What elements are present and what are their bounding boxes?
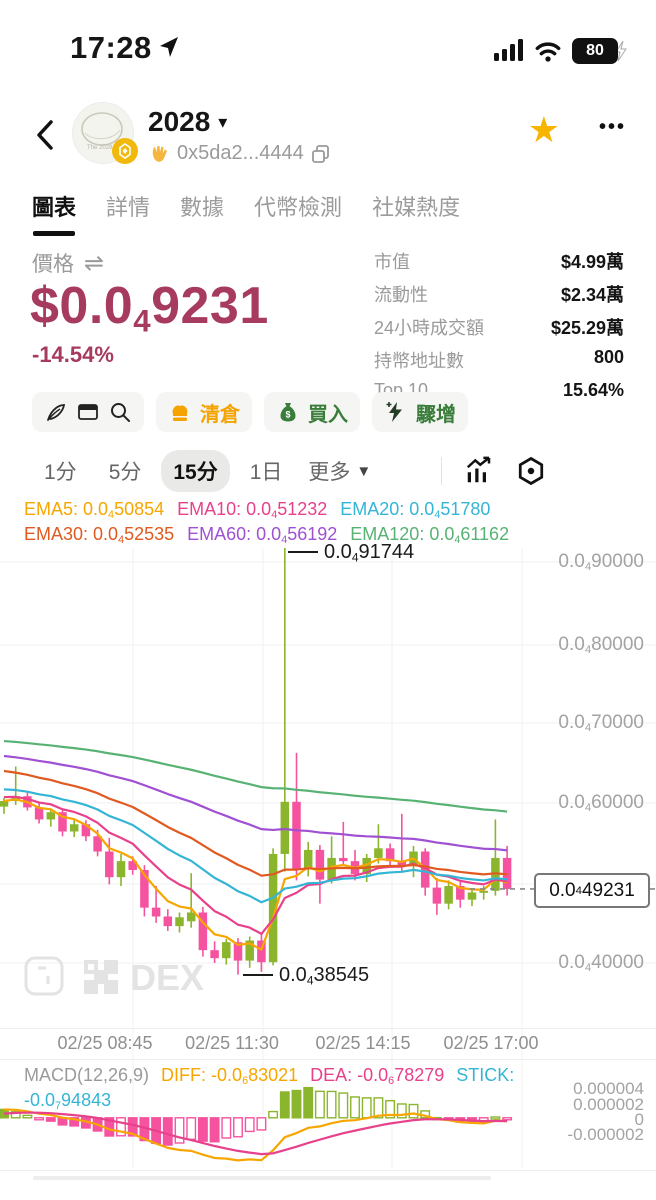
tf-1m[interactable]: 1分 (44, 461, 77, 484)
location-icon (160, 37, 178, 57)
battery-level: 80 (586, 42, 604, 59)
ema-legend-item: EMA120: 0.0461162 (350, 524, 510, 547)
lightning-icon (386, 402, 402, 422)
stat-holders: 持幣地址數 800 (374, 347, 624, 371)
settings-hexagon-icon[interactable] (516, 456, 546, 486)
cellular-signal-icon (494, 39, 523, 61)
ema-legend-item: EMA30: 0.0452535 (24, 524, 175, 547)
ema-legend-item: EMA20: 0.0451780 (340, 499, 491, 522)
clear-position-button[interactable]: 清倉 (156, 392, 252, 432)
chain-badge-icon (112, 138, 138, 164)
surge-button[interactable]: 驟增 (372, 392, 468, 432)
ema-legend-item: EMA10: 0.0451232 (177, 499, 328, 522)
wifi-icon (535, 42, 561, 62)
tools-pill (32, 392, 144, 432)
tab-bar: 圖表 詳情 數據 代幣檢測 社媒熱度 (32, 190, 460, 236)
tf-15m[interactable]: 15分 (161, 450, 230, 492)
ema-legend-item: EMA60: 0.0456192 (187, 524, 338, 547)
tab-token-check[interactable]: 代幣檢測 (254, 195, 343, 220)
caret-down-icon: ▼ (356, 462, 372, 480)
tab-data[interactable]: 數據 (180, 195, 225, 220)
token-name: 2028 (148, 106, 211, 137)
scroll-indicator[interactable] (33, 1176, 491, 1180)
tf-5m[interactable]: 5分 (108, 461, 142, 484)
surge-label: 驟增 (416, 403, 456, 426)
token-title-dropdown[interactable]: 2028 ▾ (148, 106, 227, 138)
divider (441, 457, 443, 485)
chart-type-icon[interactable] (464, 456, 494, 486)
svg-text:$: $ (285, 410, 290, 420)
status-time: 17:28 (70, 30, 152, 65)
battery-icon: 80 (572, 38, 628, 64)
chef-hat-icon (172, 405, 188, 421)
feather-icon[interactable] (44, 400, 68, 424)
divider (0, 1170, 656, 1171)
stats-panel: 市值 $4.99萬 流動性 $2.34萬 24小時成交額 $25.29萬 持幣地址數 8… (374, 248, 624, 401)
swap-icon[interactable]: ⇌ (84, 249, 105, 277)
buy-button[interactable]: $ 買入 (264, 392, 360, 432)
back-icon[interactable] (34, 118, 56, 152)
favorite-star-icon[interactable]: ★ (527, 109, 560, 150)
buy-label: 買入 (308, 403, 348, 426)
price-value: $0.049231 (30, 277, 269, 339)
tab-social-heat[interactable]: 社媒熱度 (372, 195, 461, 220)
caret-down-icon: ▾ (218, 111, 228, 132)
more-menu-icon[interactable]: ••• (598, 116, 626, 138)
ema-legend: EMA5: 0.0450854 EMA10: 0.0451232 EMA20: 0.… (24, 498, 572, 545)
svg-text:DEX: DEX (130, 957, 204, 998)
wave-hand-icon (152, 145, 167, 162)
stat-liquidity: 流動性 $2.34萬 (374, 285, 624, 305)
contract-address[interactable]: 0x5da2...4444 (177, 142, 304, 164)
tab-chart[interactable]: 圖表 (32, 190, 76, 236)
svg-text:The 2028: The 2028 (87, 145, 113, 151)
stat-market-cap: 市值 $4.99萬 (374, 252, 624, 272)
clear-position-label: 清倉 (200, 403, 240, 426)
price-change: -14.54% (32, 342, 114, 367)
tab-details[interactable]: 詳情 (106, 195, 151, 220)
time-axis-band (0, 1028, 656, 1060)
search-icon[interactable] (108, 400, 132, 424)
tf-more-dropdown[interactable]: 更多 ▼ (308, 461, 372, 484)
price-label: 價格 (32, 253, 74, 276)
money-bag-icon: $ (280, 403, 296, 422)
window-icon[interactable] (76, 400, 100, 424)
ema-legend-item: EMA5: 0.0450854 (24, 499, 165, 522)
copy-icon[interactable] (311, 144, 331, 164)
tf-1d[interactable]: 1日 (249, 461, 283, 484)
stat-24h-volume: 24小時成交額 $25.29萬 (374, 318, 624, 338)
